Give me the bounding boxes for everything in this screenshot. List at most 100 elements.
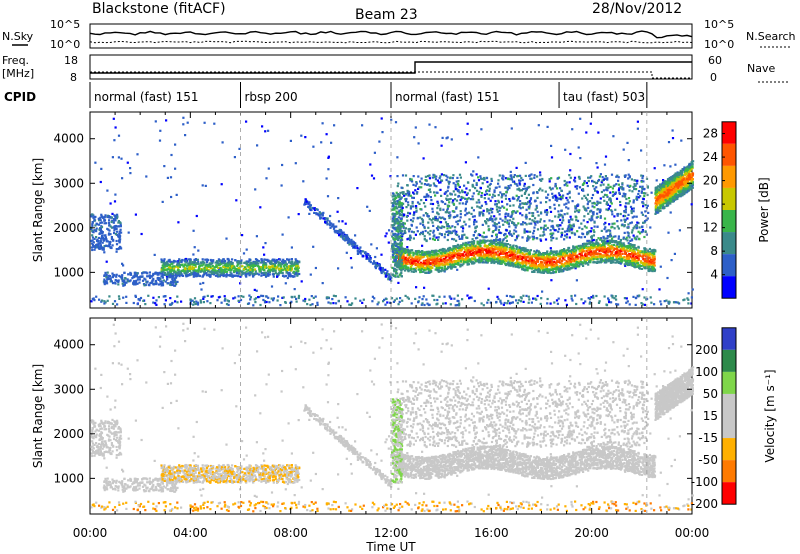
- power-cell: [102, 248, 105, 251]
- power-cell: [466, 262, 469, 265]
- power-cell: [540, 255, 543, 258]
- power-cell: [456, 268, 459, 271]
- power-cell: [521, 261, 524, 264]
- power-cell: [196, 262, 199, 265]
- power-cell: [99, 227, 102, 230]
- power-cell: [406, 249, 410, 252]
- power-cell: [480, 258, 483, 261]
- power-cell: [148, 274, 151, 277]
- power-cell: [421, 302, 424, 305]
- power-cell: [607, 259, 611, 262]
- power-cell: [121, 262, 124, 265]
- power-cell: [575, 279, 578, 282]
- power-cell: [474, 245, 477, 248]
- power-cell: [448, 295, 451, 298]
- power-cell: [621, 252, 624, 255]
- noise-left-label: N.Sky: [2, 30, 34, 43]
- power-cell: [186, 270, 189, 273]
- power-cell: [230, 269, 233, 272]
- power-cell: [215, 265, 218, 268]
- power-cell: [199, 301, 203, 304]
- power-cell: [470, 242, 474, 245]
- power-cell: [167, 263, 170, 266]
- power-cell: [267, 272, 270, 275]
- power-cell: [373, 151, 376, 154]
- power-cell: [255, 289, 258, 292]
- power-cell: [538, 271, 541, 274]
- power-cell: [659, 300, 662, 303]
- power-cell: [556, 302, 559, 305]
- cpid-row: normal (fast) 151 rbsp 200 normal (fast) 1…: [89, 82, 648, 108]
- power-cell: [296, 260, 299, 263]
- power-cell: [91, 234, 94, 237]
- power-cell: [436, 302, 439, 305]
- power-cell: [105, 222, 108, 225]
- power-cell: [226, 264, 230, 268]
- power-cell: [421, 253, 424, 256]
- power-cell: [126, 280, 129, 283]
- power-cell: [138, 281, 141, 284]
- power-cell: [109, 202, 112, 205]
- power-cell: [521, 258, 524, 261]
- power-cell: [448, 260, 451, 264]
- power-cell: [197, 267, 200, 270]
- power-cell: [194, 302, 197, 306]
- power-cell: [441, 255, 444, 258]
- power-cell: [565, 249, 568, 252]
- power-cell: [504, 249, 507, 252]
- power-cell: [406, 267, 409, 270]
- power-cell: [510, 127, 513, 130]
- power-cell: [289, 275, 292, 278]
- power-cell: [254, 272, 258, 275]
- power-cell: [210, 262, 214, 265]
- cpid-segment-label: normal (fast) 151: [395, 90, 499, 104]
- power-cell: [573, 246, 576, 250]
- power-cell: [185, 261, 188, 264]
- power-cell: [442, 260, 445, 263]
- power-cell: [264, 271, 267, 274]
- power-cell: [443, 248, 446, 251]
- power-cell: [237, 260, 240, 263]
- power-cell: [428, 271, 432, 274]
- power-cell: [116, 303, 119, 306]
- power-cell: [91, 221, 94, 224]
- power-cell: [249, 268, 252, 271]
- power-cell: [653, 264, 656, 267]
- power-cell: [613, 297, 616, 300]
- power-cell: [121, 278, 124, 281]
- power-cell: [193, 297, 197, 300]
- power-cell: [404, 294, 407, 297]
- power-cell: [594, 246, 597, 249]
- power-cell: [147, 294, 150, 297]
- power-cell: [282, 296, 285, 299]
- power-cell: [223, 268, 226, 271]
- power-cell: [170, 260, 173, 264]
- power-cell: [639, 250, 642, 253]
- power-cell: [184, 268, 187, 271]
- power-cell: [547, 258, 550, 261]
- power-cell: [562, 252, 565, 256]
- power-cell: [617, 245, 620, 248]
- power-cell: [264, 262, 267, 265]
- power-cell: [163, 258, 166, 261]
- power-cell: [171, 283, 174, 286]
- power-cell: [308, 212, 311, 215]
- power-cell: [627, 254, 630, 257]
- power-cell: [512, 244, 515, 247]
- power-cell: [636, 262, 640, 265]
- power-cell: [560, 251, 563, 254]
- power-cell: [189, 258, 192, 261]
- power-cell: [486, 301, 489, 304]
- power-cell: [262, 272, 265, 275]
- power-cell: [607, 243, 610, 246]
- power-cell: [648, 263, 651, 266]
- power-cell: [106, 240, 109, 243]
- power-cell: [611, 246, 614, 249]
- power-cell: [134, 271, 137, 274]
- power-cell: [411, 262, 414, 265]
- power-cell: [185, 264, 188, 267]
- power-cell: [279, 271, 282, 274]
- power-cell: [214, 261, 217, 264]
- power-cell: [194, 275, 197, 278]
- power-cell: [482, 258, 485, 261]
